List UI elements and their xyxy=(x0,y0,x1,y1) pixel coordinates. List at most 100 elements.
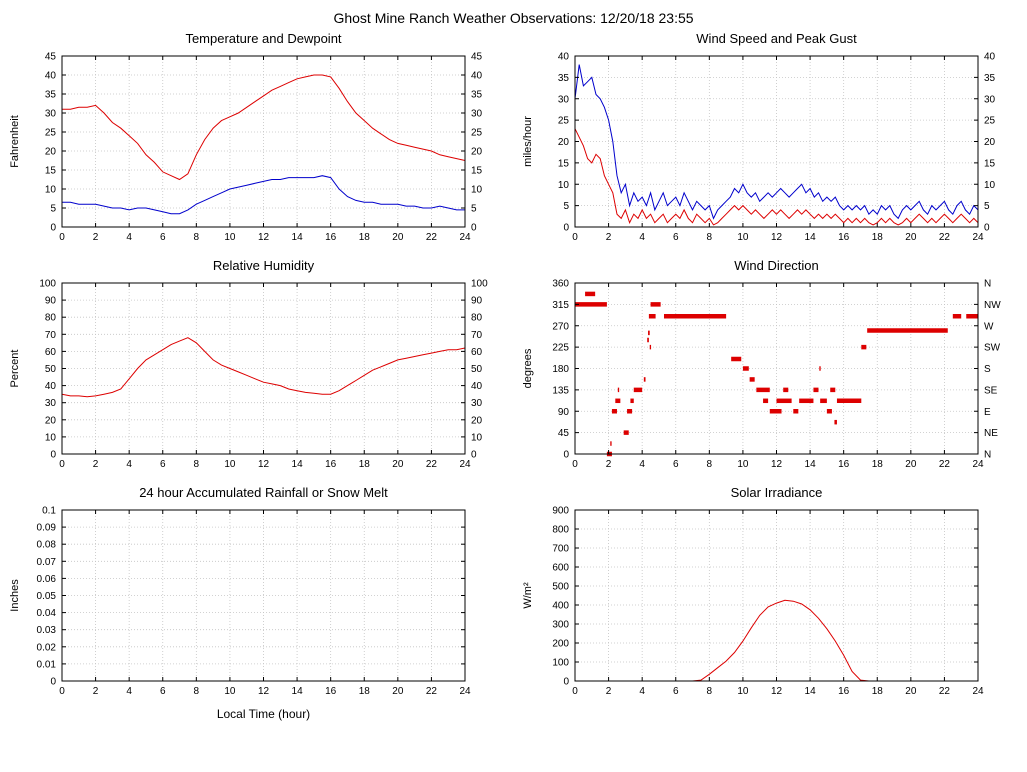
svg-text:30: 30 xyxy=(558,94,570,105)
svg-text:20: 20 xyxy=(984,137,996,148)
svg-text:10: 10 xyxy=(224,686,236,697)
svg-text:5: 5 xyxy=(50,204,56,215)
svg-text:20: 20 xyxy=(905,459,917,470)
svg-text:15: 15 xyxy=(984,158,996,169)
svg-text:SW: SW xyxy=(984,343,1001,354)
weather-dashboard: Ghost Mine Ranch Weather Observations: 1… xyxy=(0,10,1026,722)
svg-text:0.05: 0.05 xyxy=(37,591,57,602)
chart-title-wind-direction: Wind Direction xyxy=(734,258,819,273)
svg-text:20: 20 xyxy=(905,686,917,697)
svg-text:10: 10 xyxy=(737,232,749,243)
svg-text:40: 40 xyxy=(471,381,483,392)
svg-text:45: 45 xyxy=(45,52,57,63)
svg-text:30: 30 xyxy=(471,398,483,409)
svg-text:4: 4 xyxy=(126,686,132,697)
svg-text:500: 500 xyxy=(552,582,569,593)
svg-text:24: 24 xyxy=(972,459,984,470)
svg-text:10: 10 xyxy=(737,686,749,697)
svg-text:25: 25 xyxy=(45,128,57,139)
svg-text:SE: SE xyxy=(984,385,998,396)
chart-wind-speed-gust: Wind Speed and Peak Gust 0 2 4 6 8 10 12 14 16 18… xyxy=(513,30,1026,253)
svg-text:miles/hour: miles/hour xyxy=(522,116,534,167)
svg-text:8: 8 xyxy=(194,686,200,697)
svg-text:22: 22 xyxy=(939,459,951,470)
svg-text:35: 35 xyxy=(45,90,57,101)
svg-text:14: 14 xyxy=(292,459,304,470)
svg-text:0: 0 xyxy=(50,677,56,688)
rainfall-plot: 0 2 4 6 8 10 12 14 16 18 20 22 2400.010.020.030.040.… xyxy=(9,506,471,722)
svg-text:0: 0 xyxy=(50,223,56,234)
svg-text:0.07: 0.07 xyxy=(37,557,57,568)
svg-text:20: 20 xyxy=(392,232,404,243)
svg-text:18: 18 xyxy=(359,232,371,243)
svg-text:4: 4 xyxy=(639,459,645,470)
svg-text:10: 10 xyxy=(224,232,236,243)
svg-text:0.08: 0.08 xyxy=(37,540,57,551)
svg-text:15: 15 xyxy=(558,158,570,169)
svg-text:2: 2 xyxy=(606,686,612,697)
svg-text:45: 45 xyxy=(558,428,570,439)
chart-title-solar: Solar Irradiance xyxy=(730,485,823,500)
svg-text:14: 14 xyxy=(805,686,817,697)
svg-text:6: 6 xyxy=(160,459,166,470)
svg-text:4: 4 xyxy=(126,232,132,243)
svg-text:0: 0 xyxy=(572,459,578,470)
svg-text:180: 180 xyxy=(552,364,569,375)
svg-text:14: 14 xyxy=(805,459,817,470)
svg-text:8: 8 xyxy=(707,232,713,243)
svg-text:400: 400 xyxy=(552,601,569,612)
svg-text:Local Time (hour): Local Time (hour) xyxy=(217,707,310,721)
svg-text:0.04: 0.04 xyxy=(37,608,57,619)
svg-text:10: 10 xyxy=(45,432,57,443)
svg-text:35: 35 xyxy=(558,73,570,84)
svg-text:800: 800 xyxy=(552,525,569,536)
svg-text:24: 24 xyxy=(459,686,471,697)
svg-text:0: 0 xyxy=(471,223,477,234)
svg-text:10: 10 xyxy=(737,459,749,470)
svg-text:100: 100 xyxy=(39,279,56,290)
page-title: Ghost Mine Ranch Weather Observations: 1… xyxy=(333,10,694,26)
svg-text:25: 25 xyxy=(984,116,996,127)
chart-title-temperature: Temperature and Dewpoint xyxy=(185,31,342,46)
svg-text:700: 700 xyxy=(552,544,569,555)
svg-text:2: 2 xyxy=(606,459,612,470)
svg-text:6: 6 xyxy=(160,686,166,697)
svg-text:E: E xyxy=(984,407,991,418)
svg-text:12: 12 xyxy=(771,232,783,243)
svg-text:16: 16 xyxy=(325,686,337,697)
svg-text:8: 8 xyxy=(194,232,200,243)
svg-text:12: 12 xyxy=(258,232,270,243)
svg-text:14: 14 xyxy=(292,232,304,243)
svg-text:30: 30 xyxy=(45,109,57,120)
svg-text:8: 8 xyxy=(194,459,200,470)
chart-temperature-dewpoint: Temperature and Dewpoint 0 2 4 6 8 10 12 14 16 18… xyxy=(0,30,513,253)
svg-text:10: 10 xyxy=(558,180,570,191)
svg-text:10: 10 xyxy=(471,432,483,443)
svg-text:5: 5 xyxy=(984,201,990,212)
svg-text:30: 30 xyxy=(45,398,57,409)
svg-text:0: 0 xyxy=(984,223,990,234)
svg-text:4: 4 xyxy=(639,232,645,243)
svg-text:45: 45 xyxy=(471,52,483,63)
svg-text:0: 0 xyxy=(563,677,569,688)
svg-text:10: 10 xyxy=(984,180,996,191)
svg-text:70: 70 xyxy=(471,330,483,341)
svg-text:50: 50 xyxy=(471,364,483,375)
svg-text:0: 0 xyxy=(59,459,65,470)
svg-text:0: 0 xyxy=(572,232,578,243)
svg-text:22: 22 xyxy=(426,686,438,697)
svg-text:10: 10 xyxy=(224,459,236,470)
svg-text:10: 10 xyxy=(45,185,57,196)
svg-text:135: 135 xyxy=(552,385,569,396)
svg-text:16: 16 xyxy=(325,232,337,243)
svg-text:20: 20 xyxy=(45,147,57,158)
solar-irradiance-plot: 0 2 4 6 8 10 12 14 16 18 20 22 240100200300400500600… xyxy=(522,506,984,698)
svg-text:5: 5 xyxy=(471,204,477,215)
svg-text:Fahrenheit: Fahrenheit xyxy=(9,115,21,168)
chart-title-rainfall: 24 hour Accumulated Rainfall or Snow Mel… xyxy=(139,485,388,500)
svg-text:100: 100 xyxy=(471,279,488,290)
svg-text:80: 80 xyxy=(471,313,483,324)
svg-text:50: 50 xyxy=(45,364,57,375)
svg-text:N: N xyxy=(984,279,991,290)
svg-text:15: 15 xyxy=(45,166,57,177)
